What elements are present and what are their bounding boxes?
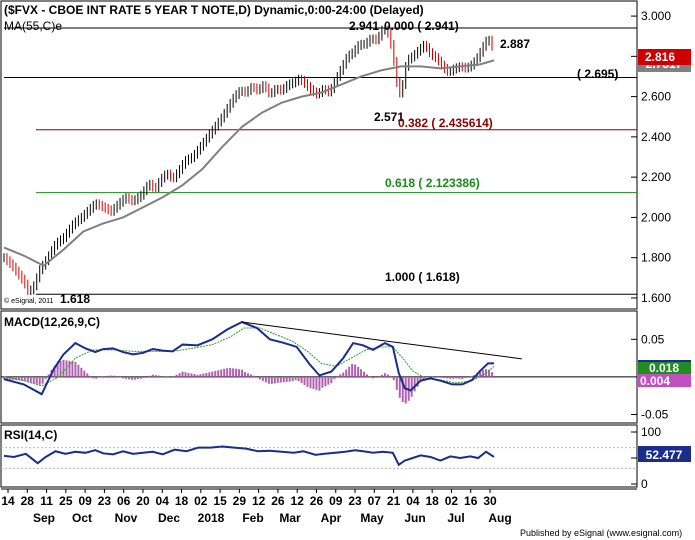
svg-text:0.018: 0.018: [649, 361, 679, 375]
rsi-tick-label-0: 100: [641, 425, 661, 439]
x-month-label-7: Apr: [321, 511, 342, 525]
x-day-label-8: 04: [156, 494, 170, 508]
x-day-label-1: 28: [21, 494, 35, 508]
rsi-value-badge: 52.477: [638, 446, 691, 462]
x-day-label-5: 23: [98, 494, 112, 508]
x-month-label-8: May: [360, 511, 384, 525]
x-day-label-21: 04: [406, 494, 420, 508]
price-tick-label-7: 1.600: [641, 291, 671, 305]
x-month-label-10: Jul: [447, 511, 464, 525]
rsi-panel: 100500 RSI(14,C): [0, 424, 661, 491]
macd-tick-label-0: 0.05: [641, 332, 665, 346]
rsi-line: [3, 445, 495, 467]
x-day-label-16: 26: [310, 494, 324, 508]
x-day-label-7: 20: [136, 494, 150, 508]
x-day-label-14: 26: [271, 494, 285, 508]
x-day-label-23: 02: [445, 494, 459, 508]
x-month-label-1: Oct: [72, 511, 92, 525]
x-axis: 14 28 11 25 09 23 06 20 04 18 02 15 29 12 26 12 26 09 23 07…: [1, 488, 637, 525]
x-month-label-5: Feb: [242, 511, 263, 525]
x-month-label-6: Mar: [279, 511, 301, 525]
x-day-label-12: 29: [233, 494, 247, 508]
chart-title: ($FVX - CBOE INT RATE 5 YEAR T NOTE,D) D…: [4, 3, 424, 17]
x-day-label-18: 23: [348, 494, 362, 508]
x-day-label-20: 21: [387, 494, 401, 508]
macd-value-badge: 0.018: [638, 360, 691, 375]
histogram-value-badge: 0.004: [638, 374, 691, 388]
x-day-label-10: 02: [194, 494, 208, 508]
x-day-label-9: 18: [175, 494, 189, 508]
x-day-label-25: 30: [483, 494, 497, 508]
macd-panel: 0.05 -0.05 MACD(12,26,9,C): [0, 310, 669, 424]
annotation-high-2941: 2.941: [349, 19, 379, 33]
macd-line: [3, 320, 494, 396]
ma-55-line: [3, 59, 495, 267]
x-day-label-15: 12: [291, 494, 305, 508]
macd-label: MACD(12,26,9,C): [4, 315, 100, 329]
x-day-label-2: 11: [40, 494, 53, 508]
svg-text:52.477: 52.477: [646, 448, 683, 462]
last-price-badge: 2.816: [638, 49, 691, 65]
price-tick-label-2: 2.600: [641, 90, 671, 104]
price-tick-label-3: 2.400: [641, 130, 671, 144]
price-tick-label-6: 1.800: [641, 251, 671, 265]
price-tick-label-0: 3.000: [641, 9, 671, 23]
price-tick-label-5: 2.000: [641, 210, 671, 224]
annotation-low-1618: 1.618: [60, 292, 90, 306]
price-panel: 3.0002.8002.6002.4002.2002.0001.8001.600…: [0, 0, 671, 310]
fib-label-0: 0.000 ( 2.941): [384, 19, 459, 33]
x-month-label-3: Dec: [158, 511, 180, 525]
annotation-2887: 2.887: [500, 37, 530, 51]
fib-label-2695: ( 2.695): [577, 67, 618, 81]
x-day-label-13: 12: [252, 494, 266, 508]
x-day-label-24: 16: [464, 494, 478, 508]
fib-label-1000: 1.000 ( 1.618): [385, 270, 460, 284]
footer-credit: Published by eSignal (www.esignal.com): [520, 528, 682, 538]
fib-label-0382: 0.382 ( 2.435614): [398, 116, 493, 130]
x-month-label-4: 2018: [198, 511, 225, 525]
x-month-label-0: Sep: [33, 511, 55, 525]
x-day-label-3: 25: [59, 494, 73, 508]
rsi-label: RSI(14,C): [4, 428, 57, 442]
x-day-label-17: 09: [329, 494, 343, 508]
x-day-label-22: 18: [425, 494, 439, 508]
rsi-tick-label-2: 0: [641, 477, 648, 491]
x-day-label-0: 14: [1, 494, 15, 508]
x-month-label-9: Jun: [404, 511, 425, 525]
svg-text:0.004: 0.004: [640, 374, 670, 388]
ma-indicator-label: MA(55,C)e: [4, 19, 62, 33]
x-day-label-19: 07: [368, 494, 382, 508]
svg-text:2.816: 2.816: [645, 50, 675, 64]
copyright-label: © eSignal, 2011: [4, 297, 54, 305]
fib-label-0618: 0.618 ( 2.123386): [385, 176, 480, 190]
x-day-label-11: 15: [213, 494, 227, 508]
x-month-label-11: Aug: [488, 511, 511, 525]
macd-tick-label-1: -0.05: [641, 407, 669, 421]
x-day-label-6: 06: [117, 494, 131, 508]
macd-signal-line: [3, 327, 495, 387]
annotation-low-2571: 2.571: [374, 110, 404, 124]
x-day-label-4: 09: [78, 494, 92, 508]
x-month-label-2: Nov: [115, 511, 138, 525]
macd-trendline: [241, 321, 522, 360]
price-tick-label-4: 2.200: [641, 170, 671, 184]
